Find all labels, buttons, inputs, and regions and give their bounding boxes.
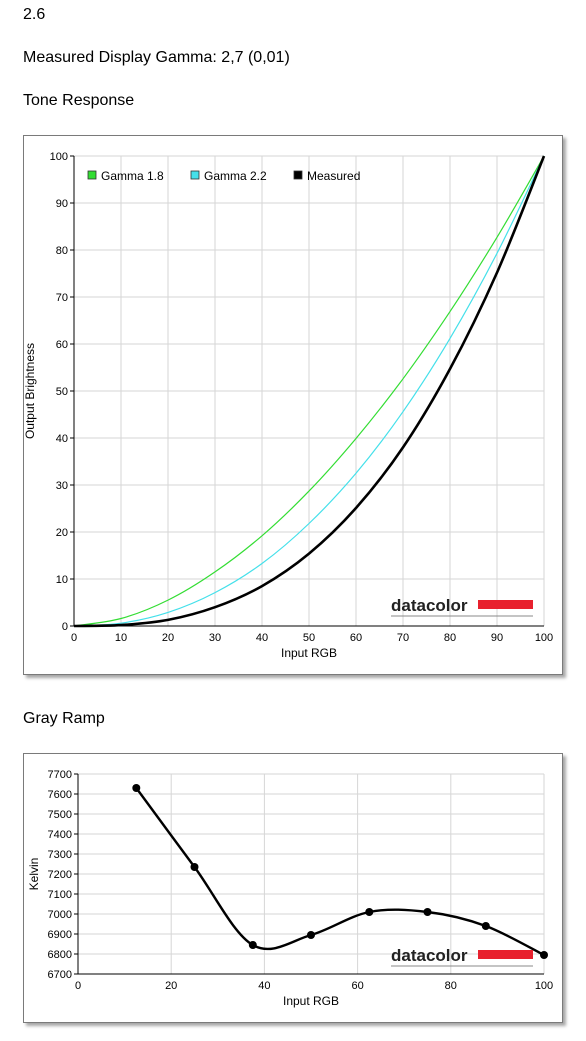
gray-y-tick-label: 7000	[48, 909, 72, 921]
gray-x-tick-label: 80	[445, 980, 457, 992]
gray-x-tick-label: 40	[258, 980, 270, 992]
tone-brand-text: datacolor	[391, 596, 468, 615]
tone-y-tick-label: 40	[56, 433, 68, 445]
gray-data-point	[423, 908, 432, 916]
measured-gamma-label: Measured Display Gamma: 2,7 (0,01)	[23, 49, 290, 66]
gray-y-tick-label: 7600	[48, 789, 72, 801]
tone-y-tick-label: 100	[50, 151, 68, 163]
gray-y-tick-label: 7500	[48, 809, 72, 821]
tone-series-line-2	[73, 155, 546, 628]
tone-x-tick-label: 0	[71, 632, 77, 644]
gray-data-point	[132, 784, 141, 792]
tone-y-axis-label: Output Brightness	[24, 343, 37, 439]
gray-ramp-chart: 0 20 40 60 80 100 6700 6800 6900 7000 7100 7200 7300…	[27, 769, 553, 1008]
tone-y-tick-label: 90	[56, 198, 68, 210]
gray-y-tick-label: 7700	[48, 769, 72, 781]
gray-x-tick-label: 20	[165, 980, 177, 992]
tone-series-line-0	[73, 155, 545, 627]
tone-legend-label-0: Gamma 1.8	[101, 169, 164, 183]
tone-x-tick-label: 50	[303, 632, 315, 644]
tone-series-line-1	[73, 155, 545, 627]
gray-data-point	[540, 951, 548, 959]
gray-x-tick-label: 0	[75, 980, 81, 992]
tone-response-title: Tone Response	[23, 92, 135, 109]
tone-y-tick-label: 60	[56, 339, 68, 351]
tone-x-tick-label: 60	[350, 632, 362, 644]
tone-x-tick-label: 100	[535, 632, 553, 644]
gray-data-point	[365, 908, 374, 916]
gray-y-tick-label: 7400	[48, 829, 72, 841]
tone-x-tick-label: 40	[256, 632, 268, 644]
tone-y-tick-label: 80	[56, 245, 68, 257]
tone-x-tick-label: 80	[444, 632, 456, 644]
gray-brand-text: datacolor	[391, 946, 468, 965]
tone-legend-label-2: Measured	[307, 169, 360, 183]
gray-y-tick-label: 7300	[48, 849, 72, 861]
tone-y-tick-label: 70	[56, 292, 68, 304]
gray-ramp-title: Gray Ramp	[23, 710, 105, 727]
tone-y-tick-label: 30	[56, 480, 68, 492]
gray-y-tick-label: 6700	[48, 969, 72, 981]
tone-x-axis-label: Input RGB	[281, 646, 337, 660]
gray-x-axis-label: Input RGB	[283, 994, 339, 1008]
tone-x-tick-label: 90	[491, 632, 503, 644]
gray-data-point	[307, 931, 315, 939]
gray-data-point	[248, 941, 257, 949]
gray-ramp-chart-panel: 0 20 40 60 80 100 6700 6800 6900 7000 7100 7200 7300…	[23, 753, 563, 1023]
gray-y-axis-label: Kelvin	[27, 858, 41, 891]
tone-response-chart: 0 10 20 30 40 50 60 70 80 90 100 0 10 20 30 40 50 60 70 80 9…	[24, 151, 553, 660]
gray-brand-bar	[478, 950, 533, 959]
tone-x-tick-label: 70	[397, 632, 409, 644]
gray-y-tick-label: 7200	[48, 869, 72, 881]
tone-x-tick-label: 20	[162, 632, 174, 644]
tone-legend-swatch-1	[190, 170, 200, 180]
tone-y-tick-label: 10	[56, 574, 68, 586]
gray-data-point	[481, 922, 490, 930]
tone-legend-label-1: Gamma 2.2	[204, 169, 267, 183]
tone-y-tick-label: 0	[62, 621, 68, 633]
gray-y-tick-label: 6800	[48, 949, 72, 961]
tone-legend-swatch-0	[87, 170, 97, 180]
tone-x-tick-label: 30	[209, 632, 221, 644]
gray-y-tick-label: 6900	[48, 929, 72, 941]
gray-series-line	[135, 787, 545, 957]
tone-x-tick-label: 10	[115, 632, 127, 644]
tone-y-tick-label: 50	[56, 386, 68, 398]
tone-legend-swatch-2	[293, 170, 303, 180]
version-label: 2.6	[23, 6, 46, 23]
gray-y-tick-label: 7100	[48, 889, 72, 901]
tone-brand-bar	[478, 600, 533, 609]
gray-x-tick-label: 100	[535, 980, 553, 992]
tone-response-chart-panel: 0 10 20 30 40 50 60 70 80 90 100 0 10 20 30 40 50 60 70 80 9…	[23, 135, 563, 675]
tone-y-tick-label: 20	[56, 527, 68, 539]
gray-x-tick-label: 60	[351, 980, 363, 992]
gray-data-point	[190, 863, 199, 871]
